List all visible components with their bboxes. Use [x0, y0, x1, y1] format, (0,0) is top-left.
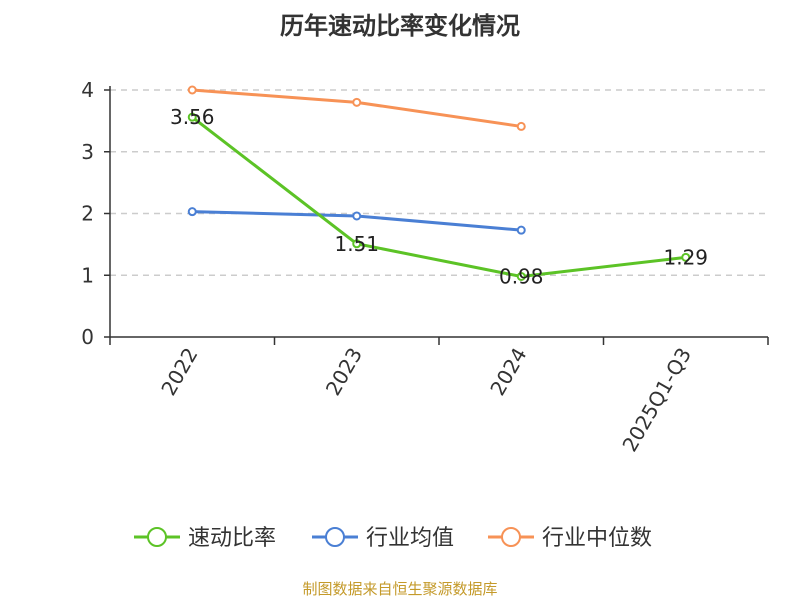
- x-tick-label: 2025Q1-Q3: [617, 344, 696, 456]
- y-tick-label: 0: [81, 325, 94, 349]
- legend-label: 速动比率: [188, 526, 276, 551]
- data-point[interactable]: [681, 252, 691, 262]
- legend[interactable]: 速动比率 行业均值 行业中位数: [134, 526, 652, 551]
- data-point[interactable]: [352, 211, 362, 221]
- series-line-3: [192, 88, 522, 128]
- legend-marker: [147, 527, 167, 547]
- legend-label: 行业均值: [366, 526, 454, 551]
- data-point[interactable]: [516, 271, 526, 281]
- data-point[interactable]: [187, 85, 197, 95]
- data-label: 0.98: [499, 264, 544, 288]
- y-tick-label: 2: [81, 202, 94, 226]
- data-label: 1.29: [663, 245, 708, 269]
- legend-item-1[interactable]: 速动比率: [134, 526, 276, 551]
- legend-label: 行业中位数: [542, 526, 652, 551]
- y-tick-label: 3: [81, 140, 94, 164]
- x-tick-label: 2024: [485, 344, 531, 400]
- data-point[interactable]: [516, 121, 526, 131]
- legend-item-2[interactable]: 行业均值: [312, 526, 454, 551]
- data-labels: 3.56 1.51 0.98 1.29: [170, 105, 708, 288]
- series-line-1: [191, 115, 686, 278]
- chart-title: 历年速动比率变化情况: [280, 12, 520, 40]
- x-tick-label: 2022: [156, 344, 202, 400]
- x-tick-label: 2023: [321, 344, 367, 400]
- data-point[interactable]: [352, 239, 362, 249]
- data-point[interactable]: [352, 97, 362, 107]
- data-point[interactable]: [516, 225, 526, 235]
- series-lines: [187, 85, 691, 281]
- data-point[interactable]: [187, 112, 197, 122]
- y-tick-label: 4: [81, 78, 94, 102]
- data-point[interactable]: [187, 207, 197, 217]
- y-tick-label: 1: [81, 263, 94, 287]
- legend-item-3[interactable]: 行业中位数: [488, 526, 652, 551]
- legend-marker: [501, 527, 521, 547]
- data-label: 3.56: [170, 105, 215, 129]
- data-label: 1.51: [334, 232, 379, 256]
- legend-marker: [325, 527, 345, 547]
- source-note: 制图数据来自恒生聚源数据库: [302, 580, 498, 598]
